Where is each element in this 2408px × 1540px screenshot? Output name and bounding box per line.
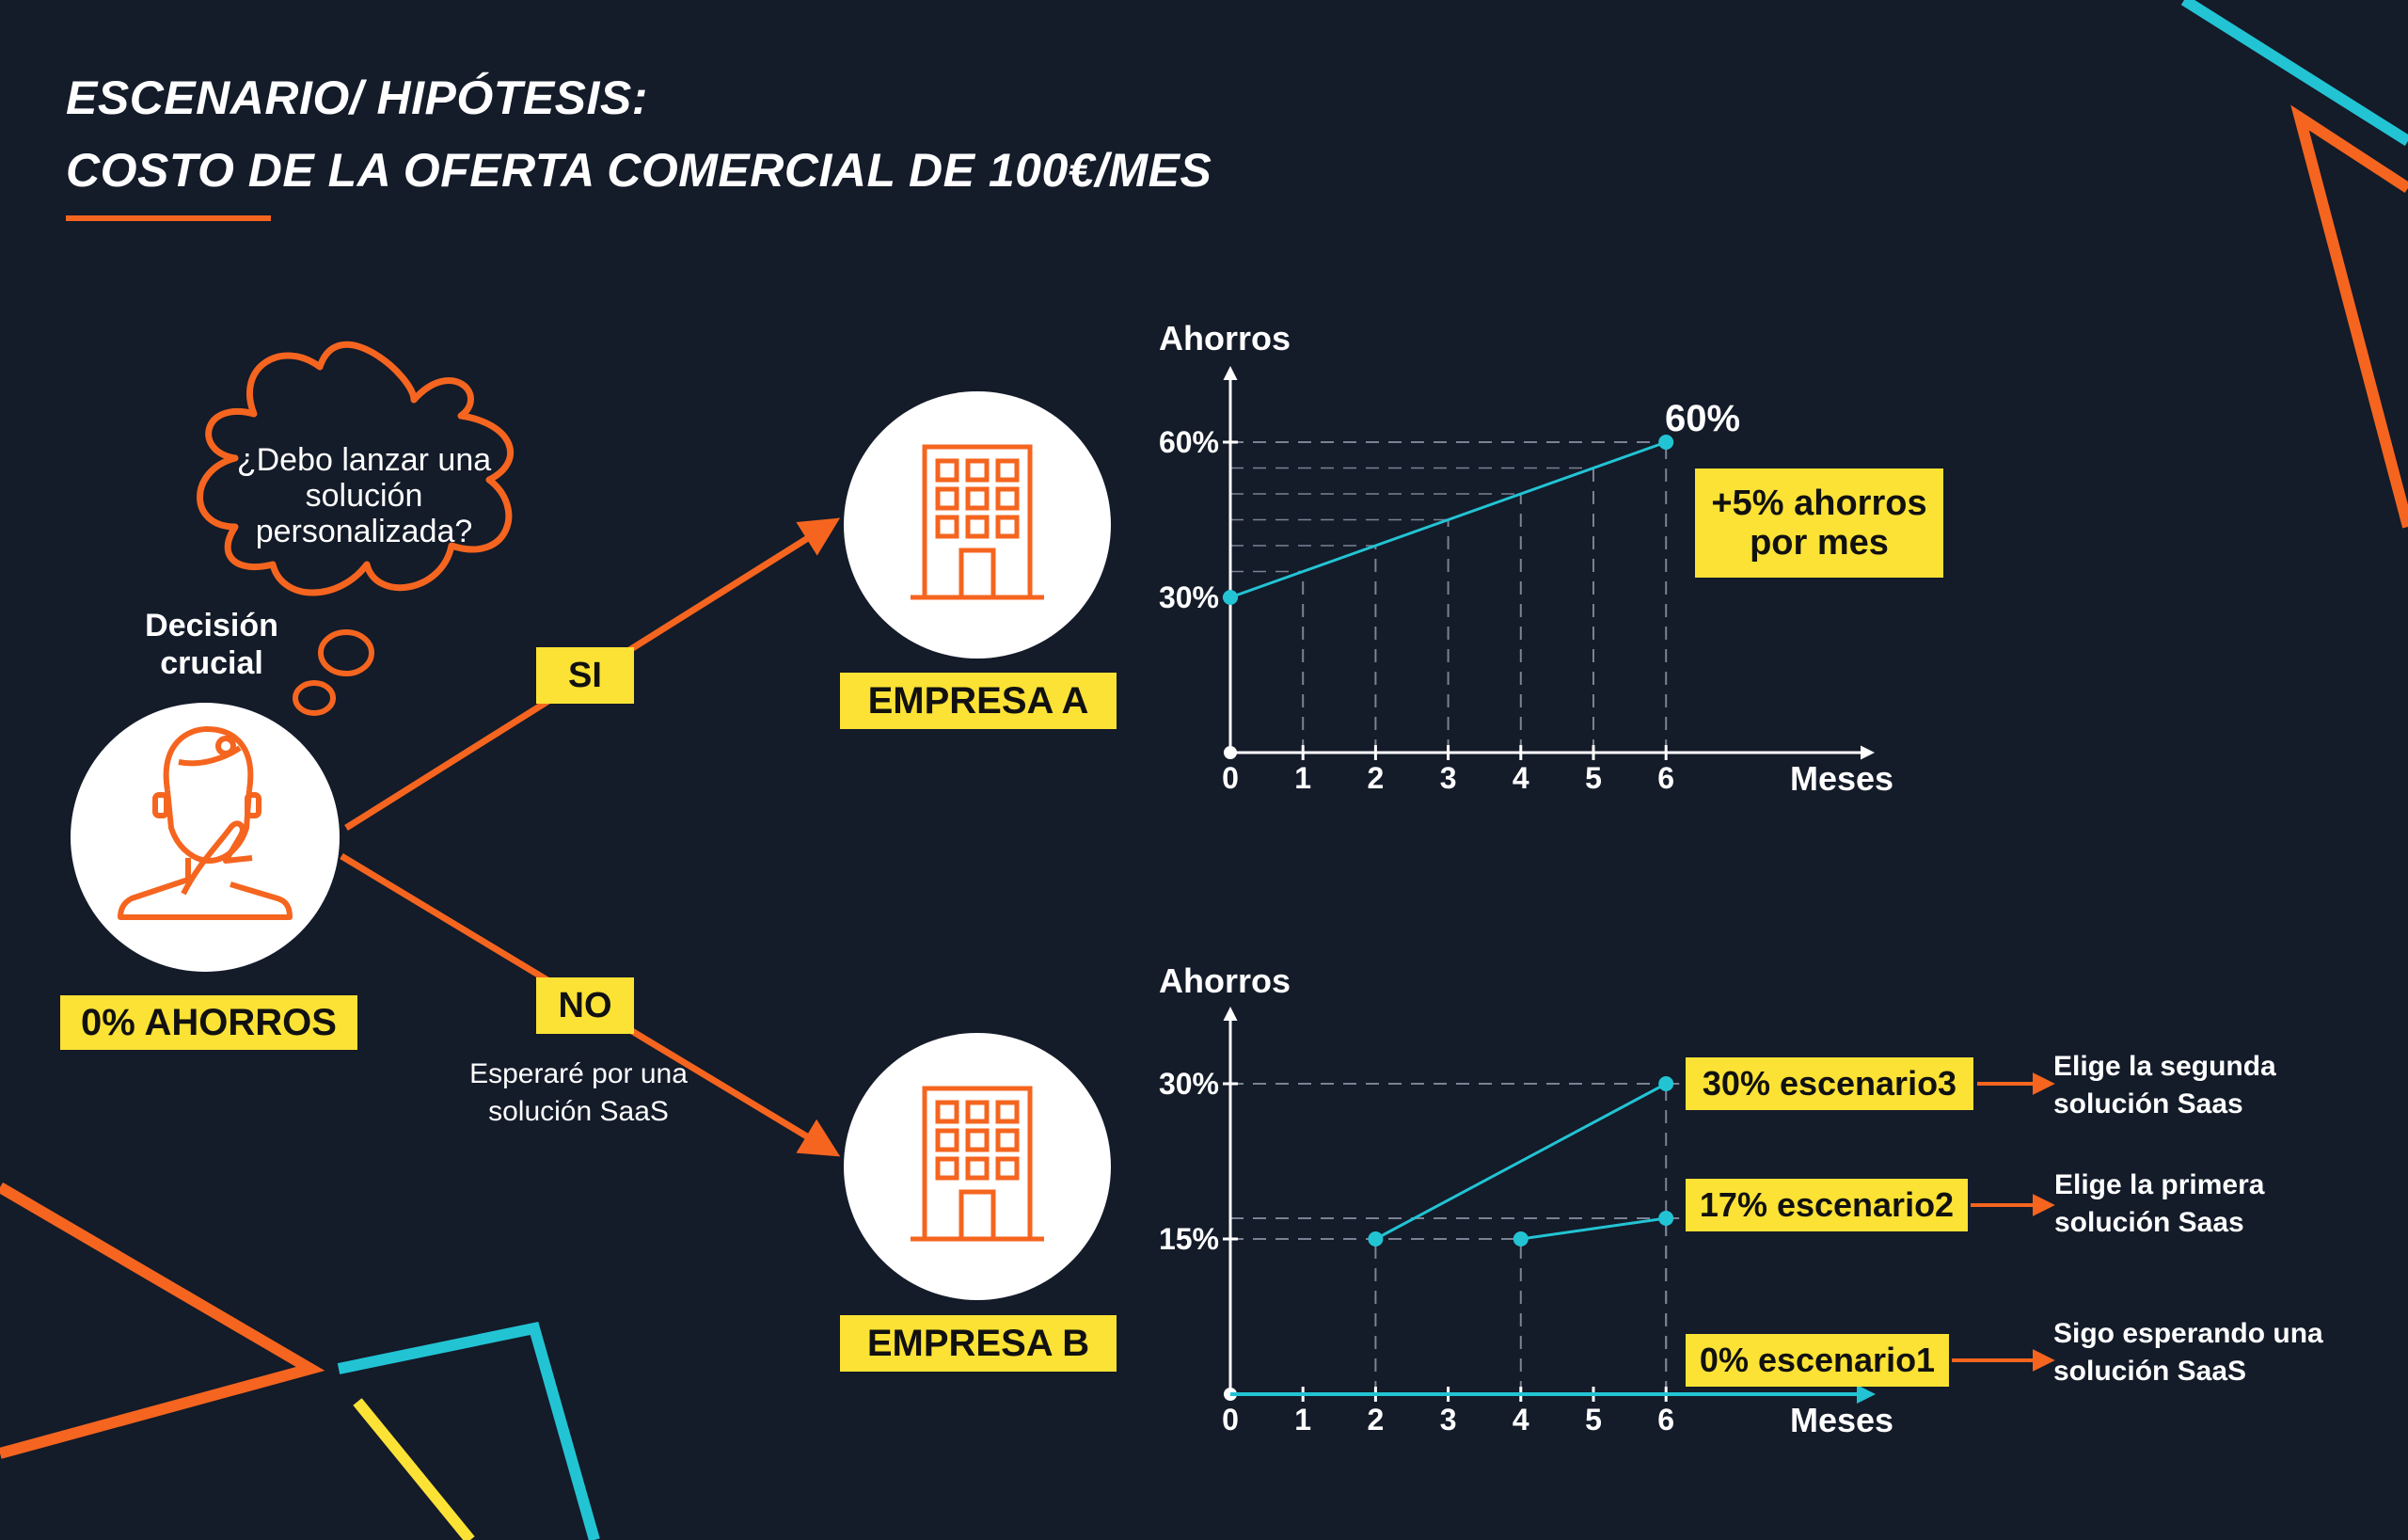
y-tick-label: 15% [1159,1222,1219,1256]
x-tick-label: 3 [1440,1403,1457,1437]
x-tick-label: 6 [1657,761,1674,795]
note-arrows [1952,1072,2055,1372]
deco-orange-top [2290,104,2408,529]
office-building-icon [911,1086,1044,1242]
chart-a-end-value: 60% [1665,398,1740,439]
thought-dot-small [293,680,336,716]
y-tick-label: 30% [1159,1067,1219,1101]
chart-a-x-ticks: 0 1 2 3 4 5 6 [1222,745,1674,795]
x-tick-label: 1 [1294,761,1311,795]
chart-b-ylabel: Ahorros [1159,961,1291,1000]
company-a-label: EMPRESA A [840,673,1117,729]
chart-empresa-b: 0 1 2 3 4 5 6 15% 30% Ahorros Meses [1159,961,1893,1439]
decision-label: Decisión crucial [145,608,278,681]
series-line [1520,1216,1667,1241]
decision-person [71,703,340,972]
no-branch-note: Esperaré por una solución SaaS [469,1058,688,1127]
chart-a-rate-box: +5% ahorros por mes [1695,468,1943,578]
office-building-icon [911,444,1044,600]
series-point [1658,435,1674,450]
chart-a-series [1223,435,1674,605]
no-label: NO [536,977,634,1034]
chart-b-guides [1230,1083,1684,1394]
company-a [844,391,1111,659]
x-tick-label: 4 [1513,761,1529,795]
chart-b-series [1230,1076,1876,1404]
person-circle [71,703,340,972]
thought-bubble [197,341,514,716]
page-title-line2: COSTO DE LA OFERTA COMERCIAL DE 100€/MES [66,144,1212,197]
x-tick-label: 5 [1585,1403,1602,1437]
deco-teal-top [2180,0,2408,147]
company-a-circle [844,391,1111,659]
chart-empresa-a: 0 1 2 3 4 5 6 30% 60% Ahorros Meses 60% [1159,319,1893,798]
thought-cloud [197,341,514,596]
x-tick-label: 3 [1440,761,1457,795]
thinking-person-icon [118,726,293,920]
chart-a-y-ticks: 30% 60% [1159,425,1238,614]
x-tick-label: 2 [1368,761,1385,795]
yes-label: SI [536,647,634,704]
x-tick-label: 1 [1294,1403,1311,1437]
zero-savings-badge: 0% AHORROS [60,995,357,1050]
company-b [844,1033,1111,1300]
x-tick-label: 6 [1657,1403,1674,1437]
x-tick-label: 4 [1513,1403,1529,1437]
series-point [1368,1231,1384,1246]
chart-a-ylabel: Ahorros [1159,319,1291,357]
x-tick-label: 2 [1368,1403,1385,1437]
series-point [1658,1211,1674,1226]
scenario3-box: 30% escenario3 [1686,1057,1973,1110]
chart-a-origin [1224,746,1237,759]
x-tick-label: 0 [1222,761,1239,795]
company-b-label: EMPRESA B [840,1315,1117,1372]
series-line [1229,440,1667,599]
y-tick-label: 60% [1159,425,1219,459]
scenario3-note: Elige la segunda solución Saas [2053,1051,2276,1119]
deco-yellow-bottom [353,1398,475,1540]
y-tick-label: 30% [1159,580,1219,614]
deco-orange-bottom [0,1182,325,1459]
scenario1-note: Sigo esperando una solución SaaS [2053,1318,2323,1387]
chart-a-xlabel: Meses [1790,759,1893,798]
scenario2-note: Elige la primera solución Saas [2054,1169,2265,1238]
scenario2-box: 17% escenario2 [1686,1179,1968,1231]
page-title-line1: ESCENARIO/ HIPÓTESIS: [66,71,648,124]
chart-a-guides [1229,441,1668,753]
thought-dot-large [318,629,374,676]
deco-teal-bottom [337,1321,600,1540]
series-point [1658,1076,1674,1091]
scenario1-box: 0% escenario1 [1686,1334,1949,1387]
title-underline [66,215,271,221]
series-point [1223,590,1238,605]
x-tick-label: 5 [1585,761,1602,795]
chart-b-xlabel: Meses [1790,1401,1893,1439]
x-tick-label: 0 [1222,1403,1239,1437]
series-line [1374,1082,1667,1241]
chart-b-y-ticks: 15% 30% [1159,1067,1238,1256]
thought-text: ¿Debo lanzar una solución personalizada? [236,442,492,549]
series-point [1513,1231,1529,1246]
company-b-circle [844,1033,1111,1300]
